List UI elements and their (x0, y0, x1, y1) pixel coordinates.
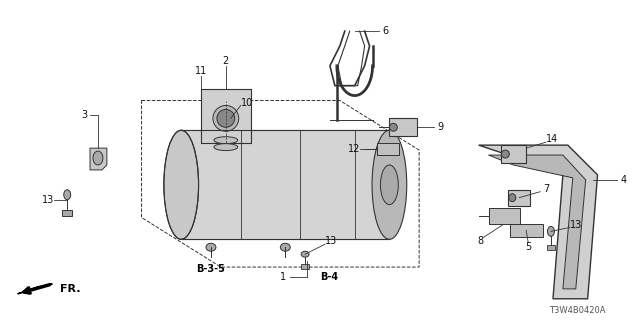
Ellipse shape (301, 251, 309, 257)
Text: 1: 1 (280, 272, 286, 282)
Bar (501, 145, 526, 163)
Ellipse shape (547, 227, 554, 236)
Text: B-4: B-4 (320, 272, 338, 282)
Text: B-3-5: B-3-5 (196, 264, 225, 274)
Ellipse shape (380, 165, 398, 204)
Text: 5: 5 (525, 242, 531, 252)
Ellipse shape (501, 150, 509, 158)
Text: 13: 13 (42, 195, 54, 205)
Ellipse shape (389, 123, 397, 131)
Ellipse shape (64, 190, 70, 200)
Text: 6: 6 (382, 26, 388, 36)
Ellipse shape (206, 243, 216, 251)
Text: 3: 3 (81, 110, 87, 120)
Ellipse shape (164, 130, 198, 239)
Polygon shape (479, 145, 598, 299)
Text: 13: 13 (570, 220, 582, 230)
Bar (201, 89, 251, 143)
Ellipse shape (280, 243, 291, 251)
Polygon shape (488, 155, 586, 289)
Bar (378, 143, 399, 155)
Bar (301, 264, 309, 269)
Ellipse shape (214, 137, 237, 144)
Ellipse shape (93, 151, 103, 165)
Ellipse shape (372, 130, 407, 239)
Text: 2: 2 (223, 56, 229, 66)
Text: 7: 7 (543, 184, 549, 194)
Text: 11: 11 (195, 66, 207, 76)
Text: 10: 10 (241, 98, 253, 108)
Text: 12: 12 (348, 144, 360, 154)
Text: 8: 8 (477, 236, 484, 246)
Text: 14: 14 (546, 134, 558, 144)
Polygon shape (90, 148, 107, 170)
Ellipse shape (214, 144, 237, 151)
Ellipse shape (509, 194, 516, 202)
Polygon shape (18, 284, 52, 294)
Bar (389, 118, 417, 136)
Ellipse shape (217, 109, 235, 127)
Text: T3W4B0420A: T3W4B0420A (550, 306, 606, 315)
Text: FR.: FR. (60, 284, 81, 294)
Polygon shape (510, 224, 543, 237)
Bar (62, 210, 72, 215)
Bar (547, 245, 555, 250)
Text: 13: 13 (324, 236, 337, 246)
Text: 4: 4 (620, 175, 627, 185)
Ellipse shape (213, 106, 239, 131)
Bar (508, 190, 530, 206)
Polygon shape (488, 208, 520, 224)
Text: 9: 9 (437, 122, 443, 132)
